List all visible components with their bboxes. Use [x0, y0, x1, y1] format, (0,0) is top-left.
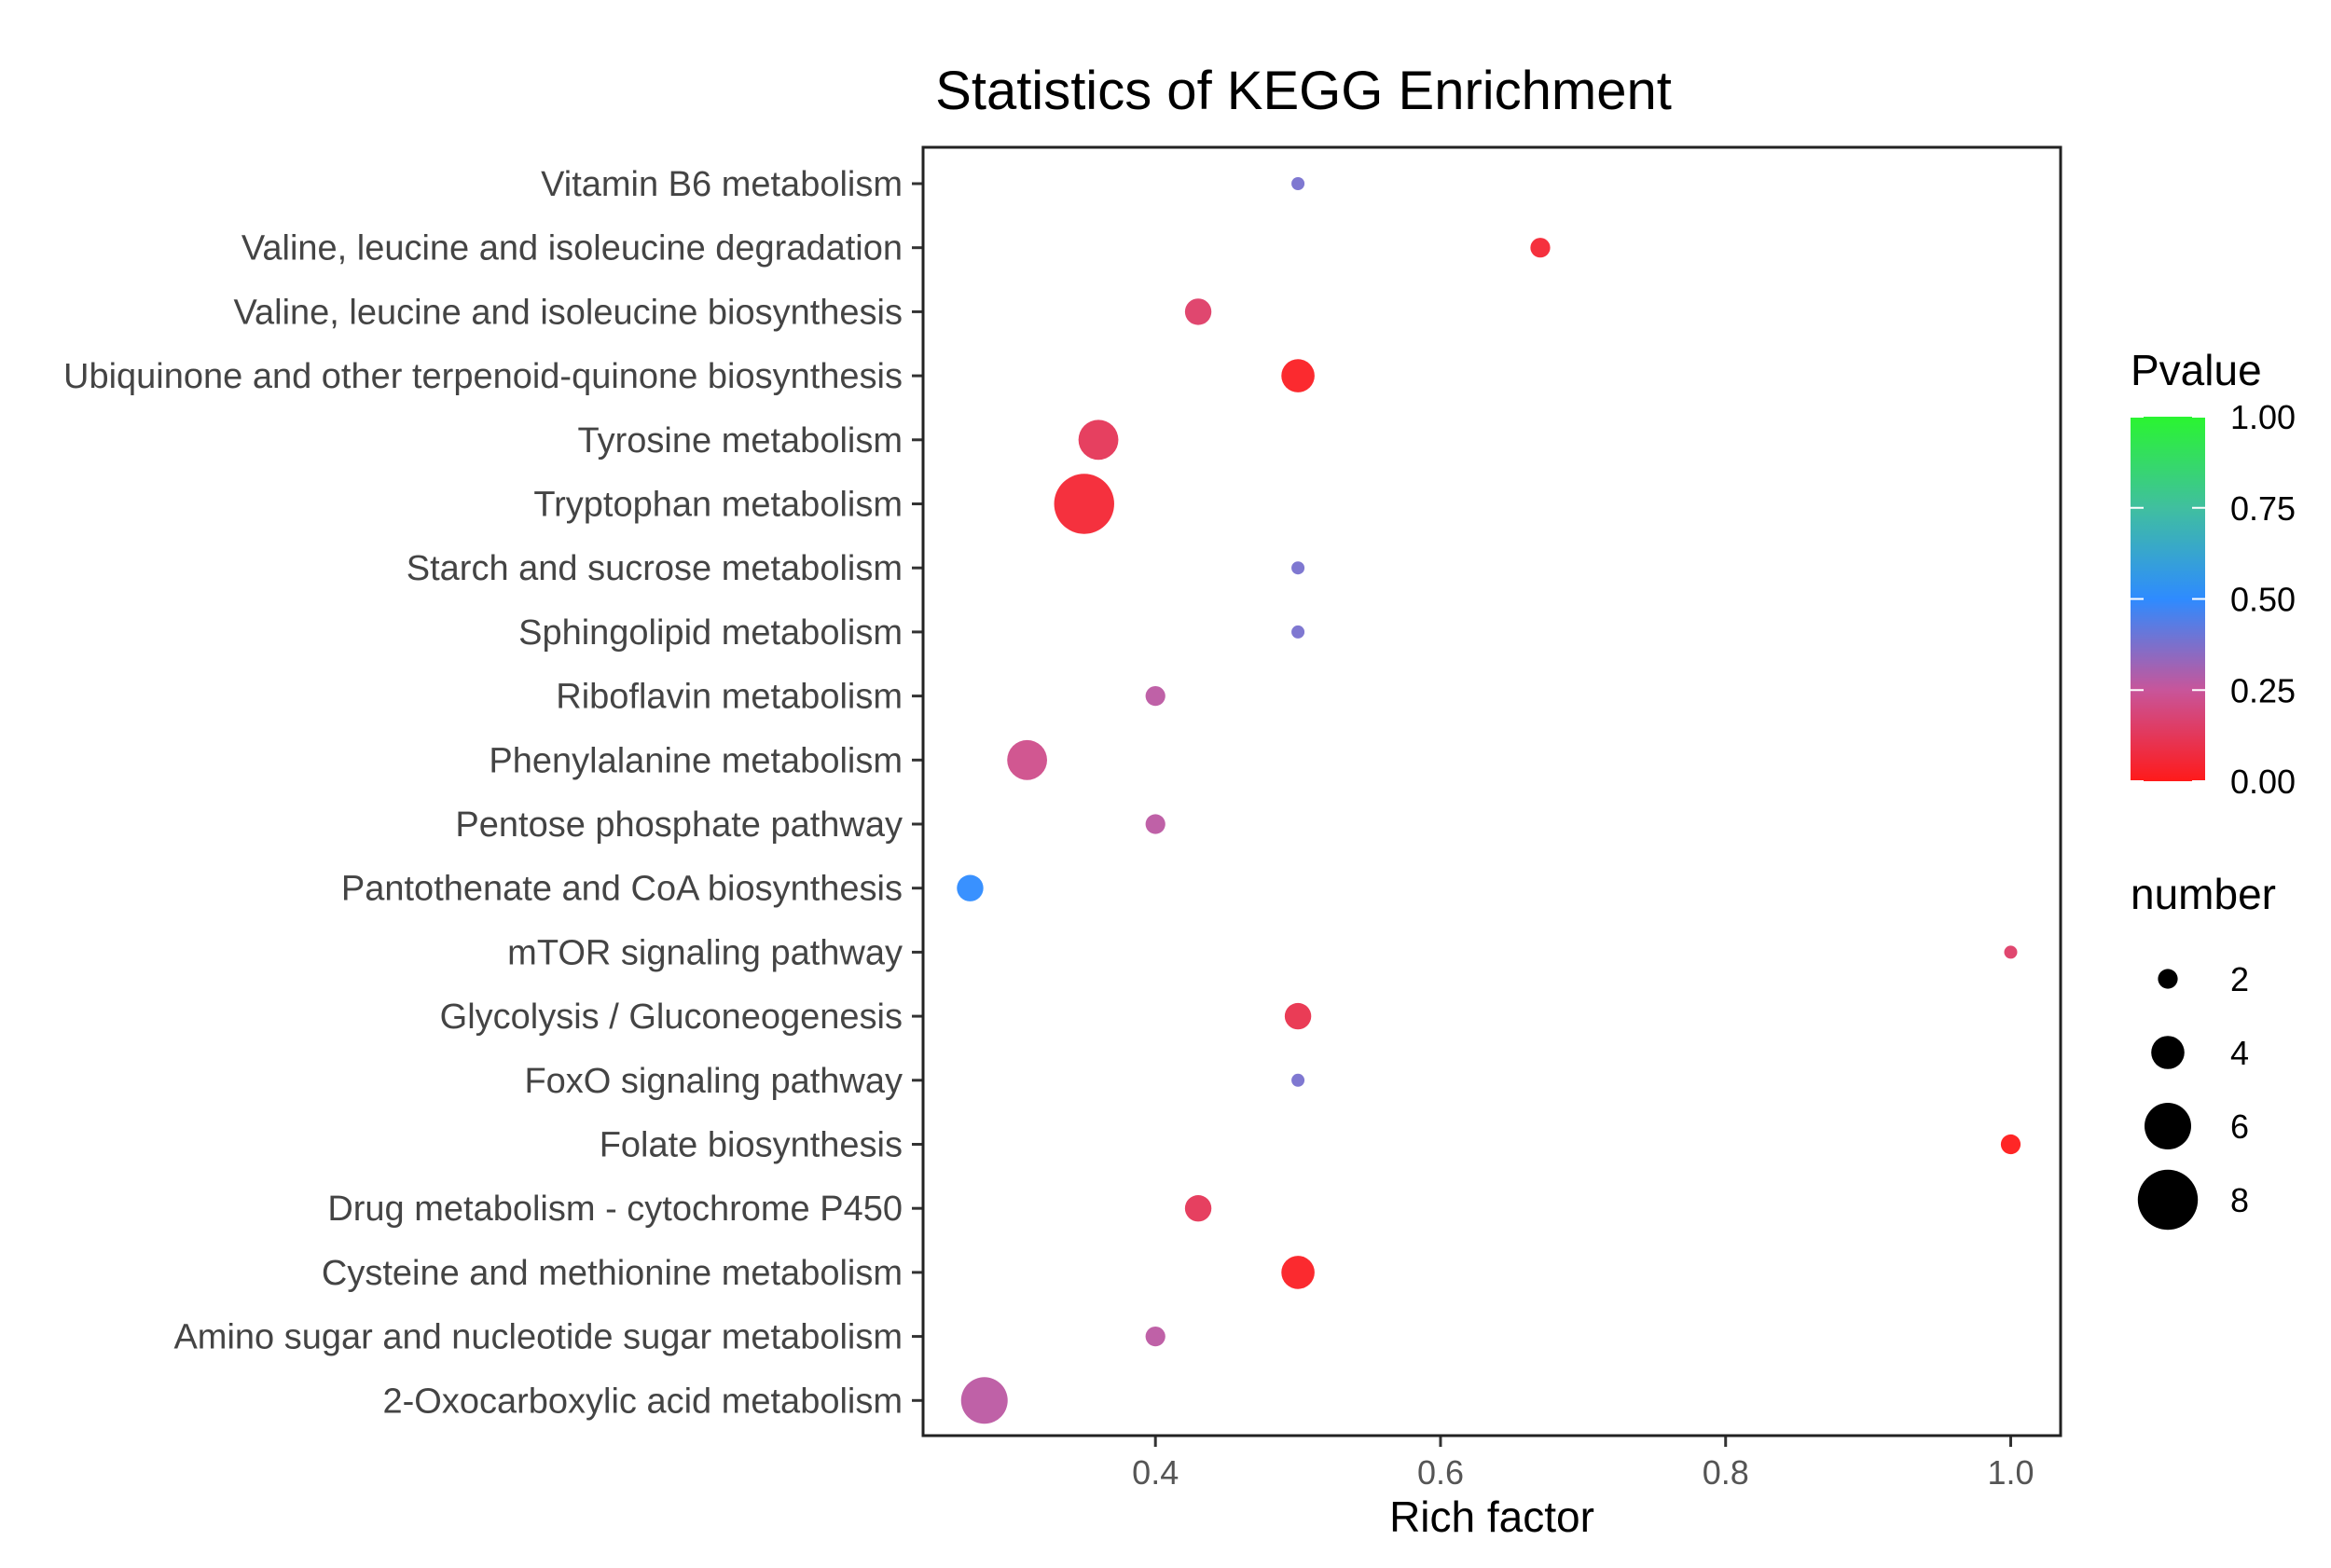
y-tick-label: Tryptophan metabolism — [533, 486, 903, 525]
y-tick-label: Sphingolipid metabolism — [518, 613, 903, 653]
y-tick-label: 2-Oxocarboxylic acid metabolism — [382, 1382, 903, 1421]
data-point — [1145, 686, 1166, 707]
colorbar-tick-label: 1.00 — [2230, 398, 2296, 436]
colorbar-tick-label: 0.50 — [2230, 581, 2296, 619]
data-point — [1291, 625, 1305, 639]
pvalue-legend: Pvalue 1.00 0.75 0.50 0.25 0.00 — [2131, 346, 2296, 801]
y-tick-label: Riboflavin metabolism — [556, 678, 903, 717]
size-legend-circle — [2145, 1103, 2191, 1149]
data-point — [1284, 1002, 1312, 1030]
data-point — [1291, 177, 1305, 190]
data-point — [1291, 561, 1305, 575]
data-point — [1530, 238, 1551, 258]
size-legend-circle — [2158, 969, 2178, 989]
chart-title: Statistics of KEGG Enrichment — [935, 61, 1672, 121]
data-point — [1007, 739, 1048, 780]
size-legend-circle — [2137, 1169, 2199, 1231]
y-tick-label: Folate biosynthesis — [600, 1126, 903, 1165]
number-legend: number 2 4 6 8 — [2131, 870, 2276, 1231]
data-point — [1145, 814, 1166, 834]
x-axis: 0.4 0.6 0.8 1.0 — [1132, 1436, 2034, 1492]
data-points — [957, 177, 2021, 1424]
y-tick-label: mTOR signaling pathway — [507, 933, 903, 972]
data-point — [1145, 1327, 1166, 1347]
data-point — [1184, 1195, 1212, 1222]
plot-panel-border — [921, 145, 2062, 1437]
data-point — [1184, 298, 1212, 325]
data-point — [2000, 1134, 2021, 1155]
colorbar-tick-label: 0.00 — [2230, 763, 2296, 801]
data-point — [2004, 945, 2018, 959]
size-legend-label: 8 — [2230, 1181, 2249, 1219]
y-tick-label: Tyrosine metabolism — [578, 421, 903, 461]
data-point — [1078, 420, 1119, 461]
data-point — [1281, 359, 1315, 392]
y-tick-label: Drug metabolism - cytochrome P450 — [327, 1190, 903, 1229]
colorbar-tick-label: 0.75 — [2230, 489, 2296, 528]
colorbar-tick-label: 0.25 — [2230, 671, 2296, 709]
data-point — [957, 874, 984, 901]
y-tick-label: Valine, leucine and isoleucine degradati… — [241, 229, 903, 268]
y-tick-label: Vitamin B6 metabolism — [541, 165, 903, 204]
data-point — [1291, 1073, 1305, 1087]
y-tick-label: Ubiquinone and other terpenoid-quinone b… — [63, 357, 903, 396]
x-tick-label: 0.8 — [1703, 1453, 1749, 1492]
y-tick-label: Phenylalanine metabolism — [489, 741, 903, 780]
y-tick-label: Pentose phosphate pathway — [455, 805, 903, 845]
data-point — [1054, 474, 1114, 534]
x-axis-label: Rich factor — [1389, 1492, 1594, 1541]
size-legend-circle — [2151, 1036, 2185, 1069]
x-tick-label: 0.4 — [1132, 1453, 1179, 1492]
x-tick-label: 1.0 — [1987, 1453, 2034, 1492]
pvalue-legend-title: Pvalue — [2131, 346, 2262, 394]
size-legend-label: 6 — [2230, 1107, 2249, 1146]
y-tick-label: FoxO signaling pathway — [524, 1062, 903, 1101]
x-tick-label: 0.6 — [1417, 1453, 1464, 1492]
data-point — [1281, 1256, 1315, 1289]
y-axis: Vitamin B6 metabolism Valine, leucine and… — [63, 165, 923, 1421]
y-tick-label: Amino sugar and nucleotide sugar metabol… — [173, 1318, 903, 1357]
size-legend-label: 4 — [2230, 1034, 2249, 1072]
y-tick-label: Starch and sucrose metabolism — [407, 549, 903, 588]
y-tick-label: Cysteine and methionine metabolism — [322, 1254, 903, 1293]
y-tick-label: Pantothenate and CoA biosynthesis — [341, 870, 903, 909]
y-tick-label: Valine, leucine and isoleucine biosynthe… — [233, 293, 903, 332]
size-legend-label: 2 — [2230, 960, 2249, 998]
y-tick-label: Glycolysis / Gluconeogenesis — [440, 997, 903, 1037]
data-point — [960, 1377, 1008, 1424]
number-legend-title: number — [2131, 870, 2276, 918]
